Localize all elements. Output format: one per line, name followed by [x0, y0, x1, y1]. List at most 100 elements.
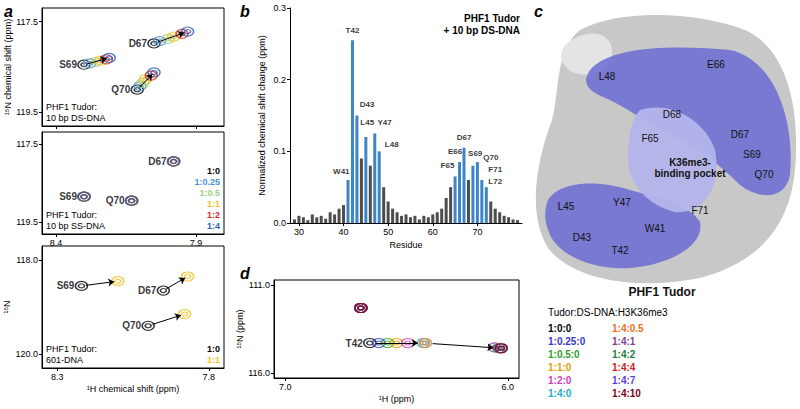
svg-text:S69: S69 [743, 149, 761, 160]
svg-text:D67: D67 [148, 156, 167, 167]
svg-text:E66: E66 [707, 59, 725, 70]
svg-text:L48: L48 [599, 71, 616, 82]
svg-text:Y47: Y47 [377, 118, 392, 127]
svg-text:50: 50 [383, 227, 393, 237]
svg-text:W41: W41 [645, 223, 666, 234]
svg-text:119.5: 119.5 [16, 107, 38, 117]
svg-text:116.0: 116.0 [248, 368, 270, 378]
svg-text:T42: T42 [346, 338, 364, 349]
svg-text:1:4:7: 1:4:7 [612, 375, 636, 386]
svg-text:1:1: 1:1 [207, 199, 220, 209]
svg-text:D67: D67 [457, 133, 472, 142]
svg-text:S69: S69 [59, 59, 77, 70]
svg-text:1:0.25:0: 1:0.25:0 [548, 336, 586, 347]
svg-text:¹⁵N: ¹⁵N [2, 300, 12, 313]
svg-text:D43: D43 [573, 232, 592, 243]
svg-text:117.5: 117.5 [16, 139, 38, 149]
svg-text:1:1:0: 1:1:0 [548, 362, 572, 373]
svg-text:30: 30 [294, 227, 304, 237]
svg-text:1:4:0: 1:4:0 [548, 388, 572, 399]
svg-text:1:4:10: 1:4:10 [612, 388, 641, 399]
svg-text:¹H chemical shift (ppm): ¹H chemical shift (ppm) [87, 384, 180, 394]
svg-text:6.0: 6.0 [502, 382, 515, 392]
svg-text:117.5: 117.5 [16, 17, 38, 27]
svg-text:601-DNA: 601-DNA [46, 355, 83, 365]
svg-text:T42: T42 [611, 245, 629, 256]
svg-text:1:4:2: 1:4:2 [612, 349, 636, 360]
svg-text:T42: T42 [346, 26, 360, 35]
svg-text:Q70: Q70 [755, 169, 774, 180]
svg-text:0.0: 0.0 [273, 218, 286, 228]
svg-text:D67: D67 [138, 285, 157, 296]
svg-text:Tudor:DS-DNA:H3K36me3: Tudor:DS-DNA:H3K36me3 [548, 307, 668, 318]
svg-text:b: b [240, 3, 250, 20]
svg-text:8.3: 8.3 [51, 372, 64, 382]
svg-text:Q70: Q70 [483, 153, 499, 162]
svg-text:D43: D43 [360, 100, 375, 109]
svg-text:1:0.5:0: 1:0.5:0 [548, 349, 580, 360]
svg-text:d: d [240, 265, 251, 282]
svg-text:0.3: 0.3 [273, 3, 286, 13]
svg-text:1:4:4: 1:4:4 [612, 362, 636, 373]
svg-text:F71: F71 [691, 205, 709, 216]
svg-text:F71: F71 [488, 165, 502, 174]
svg-text:118.0: 118.0 [16, 255, 38, 265]
svg-text:7.8: 7.8 [203, 372, 216, 382]
svg-text:binding pocket: binding pocket [654, 168, 726, 179]
svg-text:Normalized chemical shift chan: Normalized chemical shift change (ppm) [257, 35, 267, 196]
svg-text:+ 10 bp DS-DNA: + 10 bp DS-DNA [444, 25, 520, 36]
svg-text:L45: L45 [360, 118, 374, 127]
svg-text:1:4:0.5: 1:4:0.5 [612, 323, 644, 334]
svg-text:¹H (ppm): ¹H (ppm) [379, 394, 415, 404]
svg-text:Residue: Residue [389, 240, 422, 250]
svg-text:¹⁵N chemical shift (ppm): ¹⁵N chemical shift (ppm) [3, 19, 13, 115]
svg-text:a: a [4, 3, 13, 20]
svg-text:7.0: 7.0 [279, 382, 292, 392]
svg-text:70: 70 [472, 227, 482, 237]
svg-text:W41: W41 [333, 167, 350, 176]
svg-text:PHF1 Tudor:: PHF1 Tudor: [46, 344, 97, 354]
svg-text:0.2: 0.2 [273, 75, 286, 85]
svg-text:F65: F65 [441, 161, 455, 170]
svg-text:L72: L72 [488, 177, 502, 186]
svg-text:PHF1 Tudor:: PHF1 Tudor: [46, 102, 97, 112]
svg-text:K36me3-: K36me3- [669, 157, 711, 168]
svg-text:0.1: 0.1 [273, 146, 286, 156]
svg-text:D67: D67 [129, 38, 148, 49]
svg-text:10 bp SS-DNA: 10 bp SS-DNA [46, 221, 105, 231]
svg-text:L48: L48 [385, 140, 399, 149]
svg-text:Q70: Q70 [111, 84, 130, 95]
svg-text:1:4:1: 1:4:1 [612, 336, 636, 347]
svg-text:40: 40 [339, 227, 349, 237]
svg-text:1:0: 1:0 [207, 166, 220, 176]
svg-text:L45: L45 [558, 201, 575, 212]
svg-text:1:1: 1:1 [207, 355, 220, 365]
svg-text:10 bp DS-DNA: 10 bp DS-DNA [46, 113, 106, 123]
svg-text:1:0.25: 1:0.25 [194, 177, 220, 187]
svg-text:7.9: 7.9 [190, 238, 203, 248]
svg-text:60: 60 [428, 227, 438, 237]
svg-text:Y47: Y47 [613, 197, 631, 208]
svg-text:1:4: 1:4 [207, 221, 220, 231]
svg-text:1:2:0: 1:2:0 [548, 375, 572, 386]
svg-text:Q70: Q70 [106, 195, 125, 206]
svg-text:F65: F65 [641, 133, 659, 144]
svg-text:¹⁵N (ppm): ¹⁵N (ppm) [235, 309, 245, 348]
svg-text:D68: D68 [663, 109, 682, 120]
svg-text:1:0.5: 1:0.5 [199, 188, 220, 198]
svg-text:PHF1 Tudor: PHF1 Tudor [628, 285, 695, 299]
svg-text:1:0:0: 1:0:0 [548, 323, 572, 334]
svg-text:1:0: 1:0 [207, 344, 220, 354]
svg-text:PHF1 Tudor:: PHF1 Tudor: [46, 210, 97, 220]
svg-text:PHF1 Tudor: PHF1 Tudor [464, 13, 520, 24]
svg-text:D67: D67 [731, 129, 750, 140]
svg-text:120.0: 120.0 [15, 349, 38, 359]
svg-text:Q70: Q70 [122, 320, 141, 331]
svg-text:111.0: 111.0 [249, 280, 270, 290]
svg-text:S69: S69 [468, 149, 483, 158]
svg-text:S69: S69 [57, 280, 75, 291]
svg-text:1:2: 1:2 [207, 210, 220, 220]
svg-text:E66: E66 [448, 147, 463, 156]
svg-text:S69: S69 [59, 191, 77, 202]
svg-text:8.4: 8.4 [50, 238, 63, 248]
